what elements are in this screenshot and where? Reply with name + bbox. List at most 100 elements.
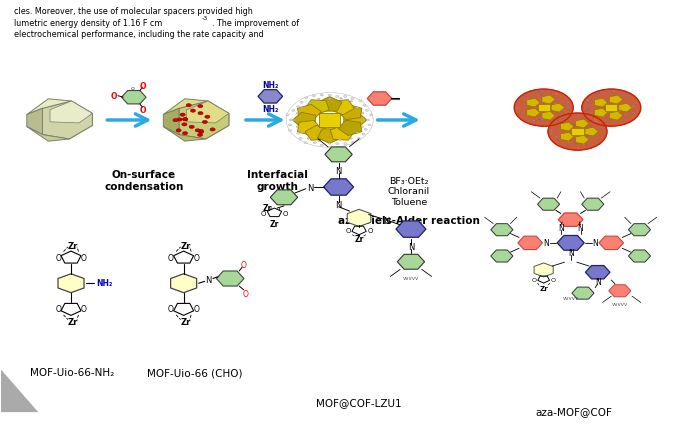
Circle shape — [617, 114, 619, 115]
Text: O: O — [55, 304, 61, 313]
Circle shape — [328, 143, 331, 145]
Circle shape — [583, 145, 585, 146]
Polygon shape — [293, 113, 316, 128]
Circle shape — [599, 93, 601, 94]
Polygon shape — [58, 274, 84, 293]
Circle shape — [336, 96, 339, 98]
Circle shape — [576, 135, 578, 137]
Text: O: O — [367, 227, 373, 233]
Circle shape — [614, 108, 616, 109]
Circle shape — [579, 133, 581, 134]
Text: N: N — [577, 223, 583, 232]
Text: On-surface
condensation: On-surface condensation — [105, 170, 184, 191]
Circle shape — [343, 96, 347, 98]
Circle shape — [557, 121, 559, 122]
Circle shape — [615, 112, 617, 113]
Circle shape — [605, 110, 607, 111]
Text: MOF@COF-LZU1: MOF@COF-LZU1 — [316, 397, 402, 407]
Polygon shape — [551, 104, 564, 113]
Circle shape — [573, 130, 575, 131]
Circle shape — [553, 104, 554, 106]
Polygon shape — [527, 109, 540, 118]
Circle shape — [616, 114, 617, 115]
Circle shape — [585, 133, 587, 135]
Circle shape — [603, 99, 605, 101]
Circle shape — [598, 94, 599, 95]
Circle shape — [624, 108, 625, 110]
Circle shape — [614, 108, 616, 109]
Text: N: N — [306, 183, 313, 192]
Polygon shape — [305, 126, 329, 141]
Polygon shape — [27, 109, 42, 135]
Circle shape — [562, 119, 564, 120]
Polygon shape — [561, 123, 574, 132]
Circle shape — [594, 115, 595, 116]
Circle shape — [588, 132, 590, 133]
Circle shape — [614, 91, 615, 92]
Polygon shape — [330, 126, 354, 141]
Circle shape — [607, 111, 609, 113]
Polygon shape — [538, 104, 550, 112]
Circle shape — [543, 108, 545, 109]
Circle shape — [578, 133, 580, 134]
Circle shape — [356, 132, 359, 134]
Circle shape — [555, 94, 557, 95]
Circle shape — [177, 119, 182, 122]
Circle shape — [535, 121, 537, 122]
Polygon shape — [325, 147, 352, 163]
Circle shape — [568, 133, 570, 134]
Text: O: O — [139, 105, 146, 114]
Circle shape — [350, 101, 353, 103]
Circle shape — [616, 112, 618, 113]
Circle shape — [633, 111, 635, 112]
Circle shape — [588, 122, 590, 123]
Circle shape — [608, 107, 610, 108]
Text: lumetric energy density of 1.16 F cm: lumetric energy density of 1.16 F cm — [14, 18, 163, 28]
Circle shape — [514, 90, 573, 127]
Circle shape — [614, 106, 616, 107]
Circle shape — [578, 123, 580, 124]
Circle shape — [566, 133, 568, 134]
Circle shape — [575, 132, 577, 133]
Circle shape — [597, 103, 599, 104]
Polygon shape — [163, 127, 206, 142]
Circle shape — [540, 100, 541, 101]
Circle shape — [363, 120, 365, 122]
Circle shape — [362, 134, 365, 136]
Circle shape — [600, 112, 601, 113]
Circle shape — [567, 146, 569, 147]
Circle shape — [584, 120, 586, 122]
Text: NH₂: NH₂ — [262, 104, 278, 114]
Circle shape — [173, 119, 178, 123]
Circle shape — [595, 122, 597, 123]
Polygon shape — [330, 101, 354, 115]
Circle shape — [536, 110, 537, 111]
Circle shape — [289, 120, 292, 122]
Circle shape — [547, 115, 549, 117]
Polygon shape — [629, 224, 650, 236]
Circle shape — [633, 106, 635, 108]
Text: O: O — [551, 277, 556, 282]
Text: Zr: Zr — [68, 318, 79, 327]
Text: O: O — [241, 260, 247, 269]
Circle shape — [540, 112, 542, 113]
Text: Zr: Zr — [263, 204, 272, 212]
Circle shape — [585, 111, 587, 112]
Circle shape — [609, 108, 611, 110]
Circle shape — [548, 114, 607, 151]
Circle shape — [183, 118, 187, 122]
Circle shape — [328, 99, 331, 100]
Circle shape — [198, 105, 203, 108]
Polygon shape — [491, 250, 513, 262]
Circle shape — [616, 101, 618, 102]
Circle shape — [361, 113, 364, 115]
Polygon shape — [1, 369, 38, 412]
Circle shape — [182, 123, 187, 127]
Circle shape — [575, 132, 577, 133]
Circle shape — [618, 116, 619, 117]
Circle shape — [557, 109, 559, 111]
Circle shape — [555, 109, 557, 111]
Circle shape — [328, 95, 331, 97]
Circle shape — [531, 98, 532, 99]
Text: Zr: Zr — [181, 318, 191, 327]
